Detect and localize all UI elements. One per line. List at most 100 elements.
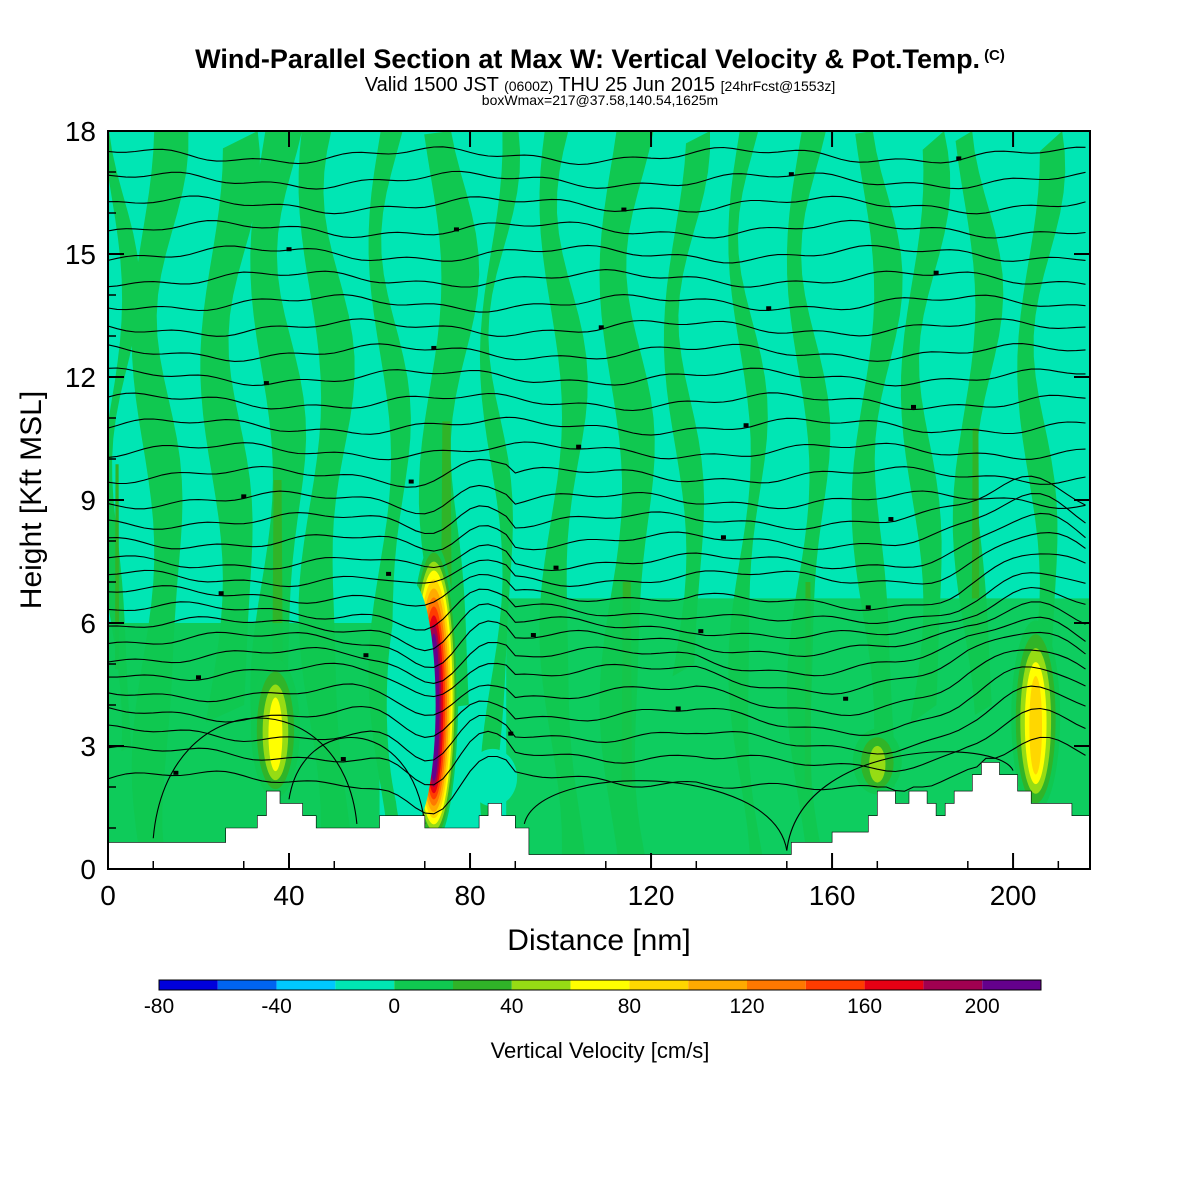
valid-time-utc: (0600Z) [504, 78, 554, 94]
theta-contour [108, 294, 1086, 313]
valid-time-date: THU 25 Jun 2015 [558, 74, 716, 96]
colorbar-segment [335, 980, 395, 990]
theta-contour [108, 416, 1086, 436]
theta-contour [108, 367, 1086, 387]
x-tick-label: 200 [990, 880, 1037, 911]
colorbar-title: Vertical Velocity [cm/s] [491, 1038, 710, 1063]
theta-contour-label [598, 325, 604, 330]
theta-contour-label [743, 423, 749, 428]
colorbar-segment [688, 980, 747, 990]
theta-contour-label [241, 494, 247, 499]
theta-contour [108, 572, 1086, 631]
theta-contour [108, 616, 1086, 684]
colorbar-label: 0 [388, 995, 400, 1018]
theta-contour [108, 441, 1086, 461]
theta-contour [288, 737, 426, 824]
colorbar-segment [629, 980, 689, 990]
velocity-band-0-20 [479, 131, 521, 869]
theta-contour [108, 512, 1086, 572]
theta-contour [108, 343, 1086, 362]
downdraft-cell [386, 582, 436, 828]
colorbar-label: 200 [965, 995, 1000, 1018]
theta-contour-label [408, 479, 414, 484]
colorbar-segment [217, 980, 277, 990]
theta-contour [108, 318, 1086, 337]
theta-contour [108, 586, 1086, 652]
theta-contour-label [431, 345, 437, 350]
colorbar: -80 -40 0 40 80 120 160 200 [144, 979, 1042, 1018]
theta-contour-label [263, 381, 269, 386]
theta-contour [108, 244, 1086, 264]
valid-time-line: Valid 1500 JST (0600Z) THU 25 Jun 2015 [… [0, 74, 1200, 97]
x-tick-label: 0 [100, 880, 116, 911]
theta-contour-label [788, 172, 794, 177]
colorbar-frame [158, 979, 1042, 991]
theta-contour-label [196, 675, 202, 680]
theta-contour [108, 475, 1086, 535]
colorbar-segment [864, 980, 924, 990]
theta-contour [786, 751, 1014, 851]
theta-contour-label [956, 156, 962, 161]
theta-contour [108, 484, 1086, 515]
theta-contour [108, 146, 1086, 166]
x-tick-label: 120 [628, 880, 675, 911]
theta-contour [108, 736, 1086, 815]
chart-title: Wind-Parallel Section at Max W: Vertical… [0, 44, 1200, 75]
theta-contour-label [766, 306, 772, 311]
theta-contour-label [386, 571, 392, 576]
theta-contour [108, 601, 1086, 668]
velocity-band-0-20 [952, 131, 1004, 715]
colorbar-label: -80 [144, 995, 174, 1018]
colorbar-label: 80 [618, 995, 641, 1018]
theta-contour-label [843, 696, 849, 701]
theta-contour-label [363, 653, 369, 658]
y-axis: 0 3 6 9 12 15 18 [65, 116, 1090, 885]
theta-contour-label [933, 270, 939, 275]
updraft-cell [1029, 676, 1043, 775]
y-axis-label: Height [Kft MSL] [15, 391, 48, 609]
velocity-band-0-20 [663, 131, 710, 677]
theta-contour-label [530, 633, 536, 638]
velocity-cells [251, 543, 1061, 843]
valid-time-prefix: Valid 1500 JST [364, 74, 499, 96]
y-tick-label: 0 [80, 854, 96, 885]
colorbar-label: 120 [729, 995, 764, 1018]
y-tick-label: 18 [65, 116, 96, 147]
theta-contour [152, 717, 358, 839]
colorbar-label: 160 [847, 995, 882, 1018]
colorbar-segment [159, 980, 218, 990]
terrain-profile [108, 762, 1090, 869]
velocity-band-20-40 [971, 428, 980, 634]
theta-contour-label [286, 247, 292, 252]
y-tick-label: 12 [65, 362, 96, 393]
theta-contour [108, 666, 1086, 738]
colorbar-segment [394, 980, 453, 990]
theta-contour-label [675, 706, 681, 711]
theta-contour-label [720, 535, 726, 540]
colorbar-segment [982, 980, 1041, 990]
velocity-band-0-20 [851, 131, 903, 790]
colorbar-segment [570, 980, 630, 990]
theta-contour-label [911, 404, 917, 409]
colorbar-segment [453, 980, 512, 990]
potential-temperature-contours [108, 146, 1086, 851]
x-tick-label: 80 [454, 880, 485, 911]
theta-contour [108, 649, 1086, 717]
theta-contour [108, 195, 1086, 215]
x-tick-label: 40 [273, 880, 304, 911]
theta-contour [108, 707, 1086, 786]
colorbar-segment [511, 980, 571, 990]
velocity-band-20-40 [114, 464, 120, 670]
y-tick-label: 3 [80, 731, 96, 762]
theta-contour [108, 219, 1086, 239]
theta-contour [108, 170, 1086, 190]
colorbar-label: -40 [261, 995, 291, 1018]
colorbar-segment [923, 980, 983, 990]
downdraft-cell [468, 748, 518, 807]
x-axis: 0 40 80 120 160 200 [100, 131, 1060, 911]
theta-contour [108, 532, 1086, 588]
theta-contour-label [888, 517, 894, 522]
theta-contour-label [218, 591, 224, 596]
x-tick-label: 160 [809, 880, 856, 911]
